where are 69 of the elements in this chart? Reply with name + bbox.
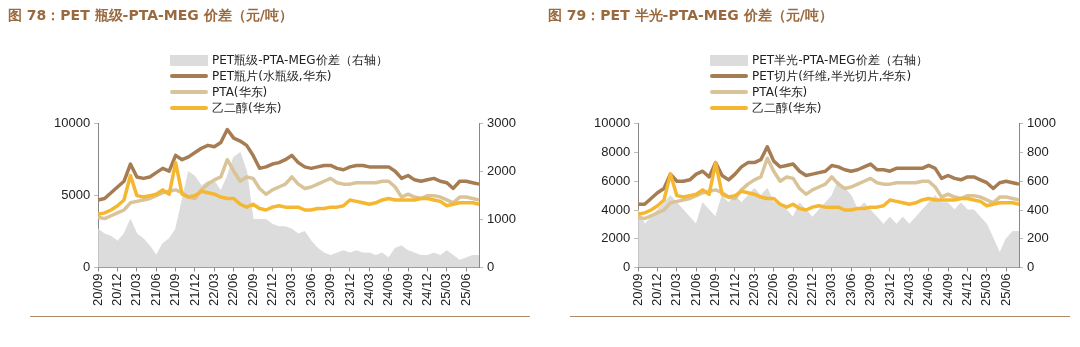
x-tick-label: 22/12 <box>804 273 820 307</box>
x-tick-label: 24/06 <box>920 273 936 307</box>
y-tick-label: 2000 <box>601 230 631 246</box>
legend-label: PET瓶级-PTA-MEG价差（右轴） <box>212 52 388 68</box>
y-tick-label: 0 <box>82 259 91 275</box>
x-tick-label: 20/09 <box>629 273 645 307</box>
x-tick-label: 24/09 <box>399 273 415 307</box>
x-tick-label: 20/12 <box>649 273 665 307</box>
x-tick-label: 25/06 <box>457 273 473 307</box>
x-tick-label: 20/09 <box>89 273 105 307</box>
x-tick-label: 22/09 <box>244 273 260 307</box>
y-tick-label: 8000 <box>601 144 631 160</box>
x-tick-label: 24/03 <box>360 273 376 307</box>
legend-label: 乙二醇(华东) <box>752 100 822 116</box>
legend-label: PET瓶片(水瓶级,华东) <box>212 68 332 84</box>
y2-tick-label: 800 <box>1027 144 1049 160</box>
x-tick-label: 24/03 <box>900 273 916 307</box>
x-tick-label: 25/03 <box>438 273 454 307</box>
x-tick-label: 23/03 <box>823 273 839 307</box>
y-tick-label: 10000 <box>593 115 631 131</box>
x-tick-label: 23/09 <box>862 273 878 307</box>
x-tick-label: 23/12 <box>881 273 897 307</box>
x-tick-label: 23/12 <box>341 273 357 307</box>
y-tick-label: 0 <box>622 259 631 275</box>
x-tick-label: 25/06 <box>997 273 1013 307</box>
y-tick-label: 4000 <box>601 201 631 217</box>
x-tick-label: 24/09 <box>939 273 955 307</box>
y2-tick-label: 0 <box>487 259 495 275</box>
y2-tick-label: 1000 <box>1027 115 1056 131</box>
x-tick-label: 25/03 <box>978 273 994 307</box>
x-tick-label: 24/12 <box>419 273 435 307</box>
x-tick-label: 21/09 <box>707 273 723 307</box>
legend-label: PET切片(纤维,半光切片,华东) <box>752 68 912 84</box>
legend-label: PTA(华东) <box>212 84 268 100</box>
x-tick-label: 21/06 <box>147 273 163 307</box>
y2-tick-label: 1000 <box>487 211 516 227</box>
x-tick-label: 21/12 <box>186 273 202 307</box>
y-tick-label: 10000 <box>53 115 91 131</box>
y-tick-label: 6000 <box>601 172 631 188</box>
x-tick-label: 22/06 <box>765 273 781 307</box>
y2-tick-label: 3000 <box>487 115 516 131</box>
x-tick-label: 21/06 <box>687 273 703 307</box>
x-tick-label: 24/12 <box>959 273 975 307</box>
y2-tick-label: 2000 <box>487 163 516 179</box>
chart-title: 图 79：PET 半光-PTA-MEG 价差（元/吨） <box>548 7 833 25</box>
y2-tick-label: 600 <box>1027 172 1049 188</box>
x-tick-label: 23/09 <box>322 273 338 307</box>
x-tick-label: 23/03 <box>283 273 299 307</box>
legend-label: PET半光-PTA-MEG价差（右轴） <box>752 52 928 68</box>
y-tick-label: 5000 <box>61 187 91 203</box>
y2-tick-label: 400 <box>1027 201 1049 217</box>
x-tick-label: 24/06 <box>380 273 396 307</box>
x-tick-label: 23/06 <box>302 273 318 307</box>
x-tick-label: 21/03 <box>128 273 144 307</box>
x-tick-label: 21/09 <box>167 273 183 307</box>
x-tick-label: 22/03 <box>745 273 761 307</box>
chart-title: 图 78：PET 瓶级-PTA-MEG 价差（元/吨） <box>8 7 293 25</box>
x-tick-label: 23/06 <box>842 273 858 307</box>
x-tick-label: 22/06 <box>225 273 241 307</box>
y2-tick-label: 0 <box>1027 259 1035 275</box>
legend-label: 乙二醇(华东) <box>212 100 282 116</box>
y2-tick-label: 200 <box>1027 230 1049 246</box>
x-tick-label: 22/09 <box>784 273 800 307</box>
legend-label: PTA(华东) <box>752 84 808 100</box>
x-tick-label: 22/03 <box>205 273 221 307</box>
x-tick-label: 20/12 <box>109 273 125 307</box>
x-tick-label: 21/12 <box>726 273 742 307</box>
x-tick-label: 21/03 <box>668 273 684 307</box>
x-tick-label: 22/12 <box>264 273 280 307</box>
